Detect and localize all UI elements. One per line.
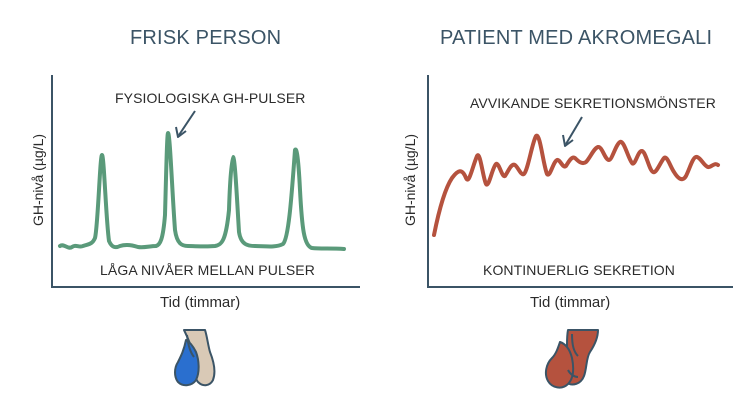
left-panel-title: FRISK PERSON [130,27,282,49]
left-x-axis-label: Tid (timmar) [160,294,241,311]
pituitary-gland-enlarged-icon [544,329,599,389]
left-gh-pulse-curve [58,131,346,251]
left-annotation-arrow [175,110,196,138]
pituitary-gland-normal-icon [174,329,216,387]
right-x-axis-label: Tid (timmar) [530,294,611,311]
left-axes [51,75,360,288]
right-caption: KONTINUERLIG SEKRETION [483,262,676,278]
right-annotation-arrow [562,116,583,147]
right-gh-continuous-curve [432,133,720,237]
right-annotation: AVVIKANDE SEKRETIONSMÖNSTER [470,95,716,111]
right-axes [427,75,733,288]
left-caption: LÅGA NIVÅER MELLAN PULSER [100,262,315,278]
left-annotation: FYSIOLOGISKA GH-PULSER [115,90,306,106]
right-panel-title: PATIENT MED AKROMEGALI [440,27,713,49]
